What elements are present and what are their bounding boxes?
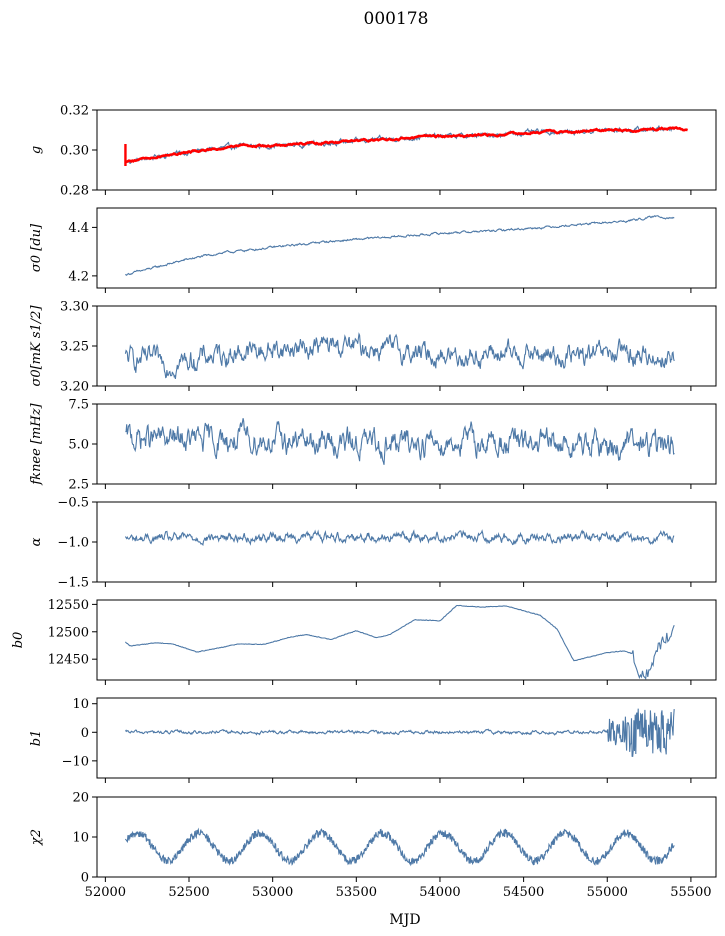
panel-7: −10 0 10 b1 — [29, 697, 717, 783]
x-tick-label: 53500 — [336, 885, 377, 900]
series-line-1 — [125, 418, 675, 465]
y-tick-label: 12450 — [48, 653, 89, 668]
y-axis-label: g — [29, 146, 44, 154]
y-tick-label: 0 — [81, 726, 89, 741]
figure-title: 000178 — [364, 9, 429, 29]
y-tick-label: 3.25 — [60, 340, 89, 355]
axes-frame — [96, 697, 717, 779]
y-tick-label: 0 — [81, 871, 89, 886]
x-tick-label: 52500 — [168, 885, 209, 900]
panel-1: 0.28 0.30 0.32 g — [29, 104, 717, 199]
y-tick-label: 10 — [72, 831, 89, 846]
y-tick-label: 3.30 — [60, 300, 89, 315]
panel-3: 3.20 3.25 3.30 σ0[mK s1/2] — [29, 300, 717, 395]
y-tick-label: 2.5 — [68, 478, 89, 493]
y-axis-label: b0 — [11, 632, 26, 649]
x-tick-label: 55000 — [587, 885, 628, 900]
y-tick-label: 0.30 — [60, 144, 89, 159]
y-tick-label: 20 — [72, 791, 89, 806]
x-tick-label: 54500 — [503, 885, 544, 900]
y-tick-label: 4.4 — [68, 221, 89, 236]
axes-frame — [96, 207, 717, 289]
series-line-1 — [124, 529, 675, 547]
y-axis-label: χ2 — [29, 829, 44, 846]
panel-4: 2.5 5.0 7.5 fknee [mHz] — [29, 398, 717, 493]
y-axis-label: σ0 [du] — [29, 223, 44, 272]
series-line-1 — [124, 332, 675, 380]
y-tick-label: 10 — [72, 697, 89, 712]
x-tick-label: 52000 — [85, 885, 126, 900]
y-tick-label: 3.20 — [60, 380, 89, 395]
axes-frame — [96, 796, 717, 878]
y-tick-label: −1.5 — [57, 576, 89, 591]
y-tick-label: 12500 — [48, 625, 89, 640]
series-line-1 — [124, 604, 675, 680]
panel-6: 12450 12500 12550 b0 — [11, 598, 717, 685]
x-tick-label: 53000 — [252, 885, 293, 900]
panel-2: 4.2 4.4 σ0 [du] — [29, 207, 717, 293]
y-axis-label: b1 — [29, 730, 44, 747]
axes-frame — [96, 599, 717, 681]
y-tick-label: 0.32 — [60, 104, 89, 119]
y-tick-label: 0.28 — [60, 184, 89, 199]
y-tick-label: 7.5 — [68, 398, 89, 413]
series-line-1 — [124, 827, 675, 867]
y-axis-label: α — [29, 537, 44, 546]
x-tick-label: 55500 — [670, 885, 711, 900]
y-tick-label: 4.2 — [68, 269, 89, 284]
y-axis-label: fknee [mHz] — [29, 402, 44, 485]
axes-frame — [96, 109, 717, 191]
y-tick-label: 12550 — [48, 598, 89, 613]
x-tick-label: 54000 — [419, 885, 460, 900]
series-line-1 — [125, 215, 675, 276]
y-tick-label: −0.5 — [57, 496, 89, 511]
x-axis-label: MJD — [389, 912, 420, 928]
series-line-2 — [125, 126, 689, 164]
y-axis-label: σ0[mK s1/2] — [29, 305, 44, 387]
axes-frame — [96, 501, 717, 583]
series-line-1 — [124, 708, 675, 758]
y-tick-label: −1.0 — [57, 536, 89, 551]
panel-5: −1.5 −1.0 −0.5 α — [29, 496, 717, 591]
y-tick-label: 5.0 — [68, 438, 89, 453]
panel-8: 0 10 20 52000 52500 53000 53500 54000 54500 55000… — [29, 791, 717, 900]
y-tick-label: −10 — [62, 754, 89, 769]
